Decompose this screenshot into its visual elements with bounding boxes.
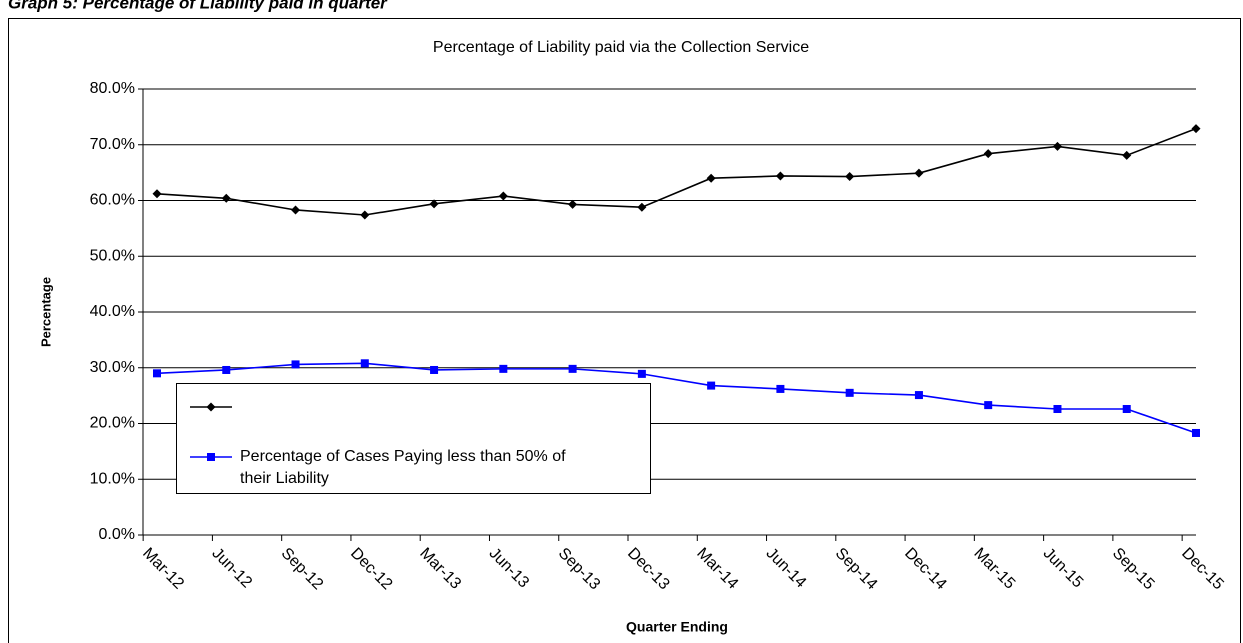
legend-box — [176, 383, 651, 494]
marker — [153, 369, 161, 378]
marker — [706, 173, 716, 183]
legend-line-2: their Liability — [240, 470, 329, 487]
y-tick-label: 10.0% — [90, 470, 135, 487]
marker — [914, 168, 924, 178]
marker — [568, 364, 577, 373]
marker — [1053, 405, 1062, 414]
marker — [498, 191, 508, 201]
legend-marker — [207, 453, 215, 461]
y-tick-label: 20.0% — [90, 415, 135, 432]
marker — [1191, 124, 1201, 134]
legend-label: Percentage of Cases Paying less than 50%… — [240, 448, 566, 487]
marker — [291, 360, 300, 369]
marker — [429, 199, 439, 209]
y-axis-label: Percentage — [38, 277, 53, 347]
marker — [291, 205, 301, 215]
marker — [637, 369, 646, 378]
marker — [707, 381, 716, 390]
y-tick-label: 80.0% — [90, 80, 135, 97]
y-tick-label: 0.0% — [99, 526, 135, 543]
marker — [1122, 150, 1132, 160]
y-tick-label: 70.0% — [90, 136, 135, 153]
y-tick-label: 30.0% — [90, 359, 135, 376]
marker — [845, 388, 854, 397]
marker — [845, 172, 855, 182]
marker — [984, 401, 993, 410]
series-line — [156, 127, 1197, 216]
y-tick-label: 60.0% — [90, 192, 135, 209]
marker — [637, 202, 647, 212]
marker — [221, 193, 231, 203]
marker — [222, 365, 231, 374]
marker — [499, 364, 508, 373]
legend-marker — [206, 402, 216, 412]
legend-line-1: Percentage of Cases Paying less than 50%… — [240, 448, 566, 465]
marker — [1052, 141, 1062, 151]
marker — [1122, 405, 1131, 414]
marker — [983, 149, 993, 159]
chart-title: Percentage of Liability paid via the Col… — [433, 39, 809, 56]
series-line — [156, 362, 1197, 434]
marker — [568, 199, 578, 209]
marker — [1192, 428, 1200, 437]
marker — [430, 365, 439, 374]
y-tick-label: 40.0% — [90, 303, 135, 320]
marker — [775, 171, 785, 181]
marker — [914, 391, 923, 400]
page-title: Graph 5: Percentage of Liability paid in… — [8, 0, 388, 12]
chart-frame — [8, 18, 1241, 643]
marker — [360, 210, 370, 220]
y-tick-label: 50.0% — [90, 247, 135, 264]
marker — [776, 384, 785, 393]
marker — [360, 359, 369, 368]
x-axis-label: Quarter Ending — [626, 619, 728, 635]
marker — [152, 189, 162, 199]
